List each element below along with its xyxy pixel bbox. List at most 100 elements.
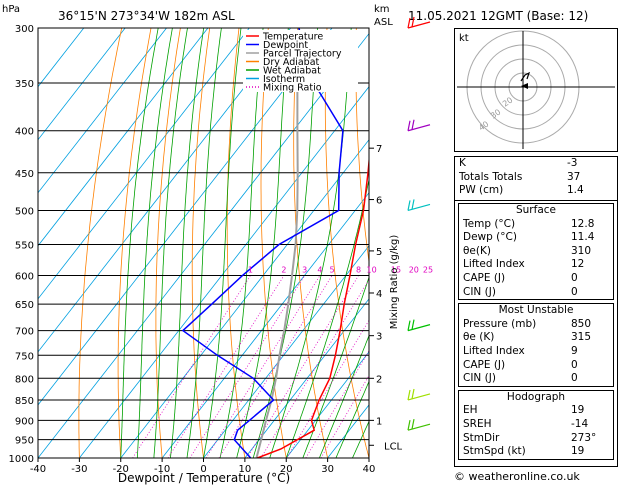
surface-row: CIN (J) 0 bbox=[463, 285, 578, 298]
km-label: km bbox=[374, 4, 390, 15]
km-tick-label: 4 bbox=[376, 289, 382, 300]
km-axis: 7 6 5 4 3 2 1 LCL bbox=[369, 144, 403, 452]
mu-row: CAPE (J) 0 bbox=[463, 358, 578, 371]
wind-barb-flag bbox=[407, 17, 411, 29]
wind-barb-flag bbox=[411, 199, 415, 210]
hodograph-panel: kt 20 30 40 bbox=[454, 28, 618, 152]
x-tick-label: 10 bbox=[239, 464, 252, 475]
mixing-ratio-axis-title: Mixing Ratio (g/kg) bbox=[389, 235, 400, 330]
mixing-ratio-label: 1 bbox=[248, 266, 253, 275]
isotherm-line bbox=[38, 28, 209, 247]
legend-label: Mixing Ratio bbox=[263, 83, 322, 94]
parcel-trajectory-line bbox=[255, 28, 300, 458]
legend-label: Wet Adiabat bbox=[263, 66, 321, 77]
pressure-tick-label: 300 bbox=[15, 24, 34, 35]
wet-adiabat-line bbox=[335, 380, 369, 458]
mixing-ratio-label: 4 bbox=[317, 266, 322, 275]
isotherm-line bbox=[38, 28, 250, 300]
isotherm-line bbox=[285, 351, 369, 458]
wet-adiabat-line bbox=[319, 334, 369, 458]
wind-barb-staff bbox=[407, 393, 431, 401]
pressure-tick-label: 850 bbox=[15, 396, 34, 407]
mixing-ratio-label: 5 bbox=[329, 266, 334, 275]
wind-barb-flag bbox=[407, 120, 411, 131]
km-tick-label: 3 bbox=[376, 332, 382, 343]
profiles bbox=[181, 28, 369, 458]
wind-barb-staff bbox=[407, 124, 431, 132]
legend-bg bbox=[243, 30, 358, 92]
surface-row: θe(K) 310 bbox=[463, 244, 592, 257]
pressure-tick-label: 500 bbox=[15, 206, 34, 217]
surface-row: CAPE (J) 0 bbox=[463, 271, 578, 284]
isotherm-line bbox=[38, 28, 167, 194]
wind-barb-flag bbox=[407, 420, 411, 431]
hodo-trace bbox=[520, 71, 531, 82]
wind-barb-flag bbox=[407, 389, 411, 401]
wind-barbs bbox=[407, 16, 431, 431]
hodo-row: StmSpd (kt) 19 bbox=[463, 445, 585, 458]
isotherm-line bbox=[79, 86, 369, 458]
km-tick-label: 2 bbox=[376, 374, 382, 385]
km-tick-label: 1 bbox=[376, 416, 382, 427]
wind-barb-staff bbox=[407, 203, 431, 212]
soundings-table: Surface Temp (°C) 12.8 Dewp (°C) 11.4 θe(K… bbox=[454, 201, 618, 467]
hodo-row: EH 19 bbox=[463, 404, 585, 417]
pressure-tick-label: 950 bbox=[15, 436, 34, 447]
hodo-unit: kt bbox=[459, 33, 469, 44]
mixing-ratio-label: 10 bbox=[367, 266, 377, 275]
pressure-tick-label: 450 bbox=[15, 169, 34, 180]
x-tick-label: 20 bbox=[280, 464, 293, 475]
asl-label: ASL bbox=[374, 17, 393, 28]
pressure-tick-label: 400 bbox=[15, 127, 34, 138]
km-tick-label: 5 bbox=[376, 247, 382, 258]
km-tick-label: 6 bbox=[376, 196, 382, 207]
mu-row: Lifted Index 9 bbox=[463, 344, 578, 357]
mixing-ratio-label: 15 bbox=[391, 266, 401, 275]
dewpoint-line bbox=[181, 28, 344, 458]
indices-table: K -3 Totals Totals 37 PW (cm) 1.4 bbox=[454, 156, 618, 201]
km-tick-label: 7 bbox=[376, 144, 382, 155]
x-tick-label: 30 bbox=[321, 464, 334, 475]
copyright: © weatheronline.co.uk bbox=[454, 470, 580, 483]
isotherm-line bbox=[244, 298, 369, 458]
wind-barb-flag bbox=[411, 319, 415, 330]
pressure-tick-label: 600 bbox=[15, 272, 34, 283]
pressure-tick-label: 1000 bbox=[9, 454, 34, 465]
wind-barb-flag bbox=[411, 119, 415, 130]
mu-row: θe (K) 315 bbox=[463, 331, 592, 344]
x-tick-label: -20 bbox=[113, 464, 129, 475]
x-tick-label: -40 bbox=[30, 464, 46, 475]
pressure-tick-label: 550 bbox=[15, 240, 34, 251]
mixing-ratio-labels: 1 2 3 4 5 8 10 15 20 25 bbox=[248, 266, 433, 275]
wind-barb-flag bbox=[407, 200, 411, 211]
isotherm-line bbox=[38, 28, 126, 141]
hodo-row: SREH -14 bbox=[463, 417, 589, 430]
index-row: PW (cm) 1.4 bbox=[459, 184, 584, 197]
surface-row: Lifted Index 12 bbox=[463, 258, 585, 271]
km-tick-label: LCL bbox=[384, 441, 403, 452]
hodograph-svg: kt 20 30 40 bbox=[457, 30, 615, 149]
dry-adiabat-line bbox=[620, 28, 629, 458]
hodograph-title: Hodograph bbox=[506, 390, 566, 403]
temperature-line bbox=[257, 153, 369, 458]
pressure-tick-label: 350 bbox=[15, 79, 34, 90]
wind-barb-flag bbox=[407, 320, 411, 331]
mixing-ratio-line bbox=[167, 275, 285, 458]
dry-adiabat-line bbox=[355, 28, 369, 265]
legend-label: Isotherm bbox=[263, 74, 305, 85]
index-row: Totals Totals 37 bbox=[459, 170, 581, 183]
x-tick-label: -10 bbox=[154, 464, 170, 475]
surface-title: Surface bbox=[515, 204, 556, 216]
hodo-ring-label-30: 30 bbox=[489, 107, 503, 120]
x-tick-label: -30 bbox=[71, 464, 87, 475]
legend-label: Temperature bbox=[262, 32, 323, 43]
surface-section: Surface Temp (°C) 12.8 Dewp (°C) 11.4 θe(K… bbox=[458, 203, 614, 301]
surface-row: Temp (°C) 12.8 bbox=[463, 217, 595, 230]
wind-barb-staff bbox=[407, 21, 431, 29]
x-axis-title: Dewpoint / Temperature (°C) bbox=[118, 471, 290, 485]
most-unstable-section: Most Unstable Pressure (mb) 850 θe (K) 315… bbox=[458, 303, 614, 387]
pressure-tick-label: 750 bbox=[15, 351, 34, 362]
datetime-title: 11.05.2021 12GMT (Base: 12) bbox=[408, 9, 588, 23]
